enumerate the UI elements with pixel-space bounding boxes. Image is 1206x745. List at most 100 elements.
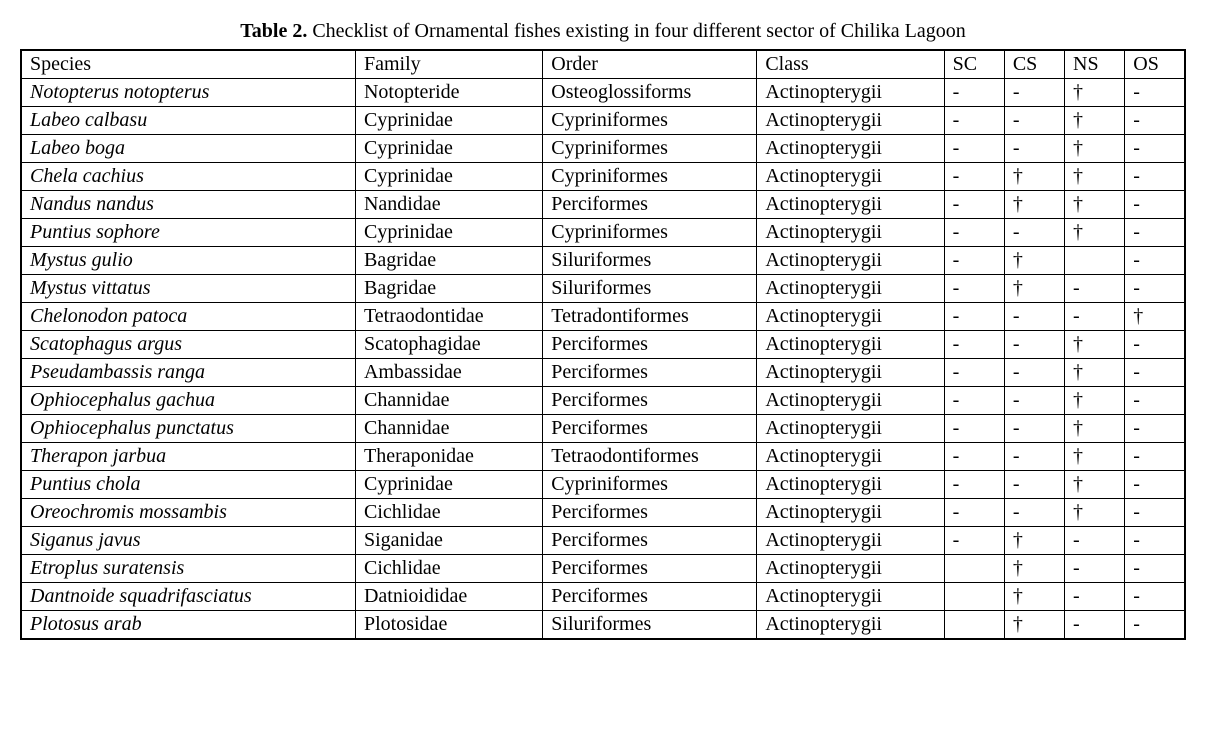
- cell-os: †: [1125, 303, 1185, 331]
- cell-os: -: [1125, 275, 1185, 303]
- cell-species: Therapon jarbua: [21, 443, 355, 471]
- cell-order: Siluriformes: [543, 275, 757, 303]
- cell-cs: -: [1004, 471, 1064, 499]
- cell-order: Perciformes: [543, 331, 757, 359]
- cell-cs: -: [1004, 387, 1064, 415]
- cell-ns: -: [1065, 583, 1125, 611]
- table-caption: Table 2. Checklist of Ornamental fishes …: [20, 20, 1186, 43]
- cell-ns: †: [1065, 163, 1125, 191]
- table-row: Therapon jarbuaTheraponidaeTetraodontifo…: [21, 443, 1185, 471]
- cell-species: Plotosus arab: [21, 611, 355, 640]
- cell-os: -: [1125, 471, 1185, 499]
- cell-order: Cypriniformes: [543, 219, 757, 247]
- cell-cs: -: [1004, 415, 1064, 443]
- cell-family: Theraponidae: [355, 443, 542, 471]
- cell-os: -: [1125, 443, 1185, 471]
- table-row: Pseudambassis rangaAmbassidaePerciformes…: [21, 359, 1185, 387]
- cell-class: Actinopterygii: [757, 275, 944, 303]
- col-class: Class: [757, 50, 944, 79]
- cell-family: Datnioididae: [355, 583, 542, 611]
- table-row: Mystus gulioBagridaeSiluriformesActinopt…: [21, 247, 1185, 275]
- cell-sc: [944, 611, 1004, 640]
- cell-os: -: [1125, 79, 1185, 107]
- cell-class: Actinopterygii: [757, 611, 944, 640]
- table-row: Chela cachiusCyprinidaeCypriniformesActi…: [21, 163, 1185, 191]
- col-cs: CS: [1004, 50, 1064, 79]
- cell-cs: -: [1004, 303, 1064, 331]
- cell-sc: -: [944, 359, 1004, 387]
- cell-species: Mystus vittatus: [21, 275, 355, 303]
- cell-sc: -: [944, 443, 1004, 471]
- cell-species: Pseudambassis ranga: [21, 359, 355, 387]
- cell-sc: -: [944, 331, 1004, 359]
- cell-class: Actinopterygii: [757, 471, 944, 499]
- cell-sc: [944, 555, 1004, 583]
- cell-ns: †: [1065, 135, 1125, 163]
- cell-order: Tetraodontiformes: [543, 443, 757, 471]
- cell-family: Tetraodontidae: [355, 303, 542, 331]
- cell-species: Chelonodon patoca: [21, 303, 355, 331]
- cell-species: Scatophagus argus: [21, 331, 355, 359]
- cell-ns: †: [1065, 107, 1125, 135]
- cell-os: -: [1125, 387, 1185, 415]
- cell-class: Actinopterygii: [757, 499, 944, 527]
- cell-cs: -: [1004, 331, 1064, 359]
- cell-sc: -: [944, 219, 1004, 247]
- cell-order: Cypriniformes: [543, 471, 757, 499]
- cell-ns: †: [1065, 219, 1125, 247]
- cell-ns: †: [1065, 415, 1125, 443]
- cell-class: Actinopterygii: [757, 359, 944, 387]
- cell-cs: †: [1004, 275, 1064, 303]
- table-row: Mystus vittatusBagridaeSiluriformesActin…: [21, 275, 1185, 303]
- cell-ns: †: [1065, 499, 1125, 527]
- cell-species: Oreochromis mossambis: [21, 499, 355, 527]
- cell-cs: -: [1004, 443, 1064, 471]
- cell-os: -: [1125, 107, 1185, 135]
- col-species: Species: [21, 50, 355, 79]
- cell-species: Dantnoide squadrifasciatus: [21, 583, 355, 611]
- cell-order: Siluriformes: [543, 247, 757, 275]
- cell-ns: †: [1065, 471, 1125, 499]
- cell-ns: -: [1065, 611, 1125, 640]
- table-row: Nandus nandusNandidaePerciformesActinopt…: [21, 191, 1185, 219]
- cell-species: Ophiocephalus punctatus: [21, 415, 355, 443]
- cell-sc: -: [944, 387, 1004, 415]
- table-header-row: Species Family Order Class SC CS NS OS: [21, 50, 1185, 79]
- table-row: Labeo calbasuCyprinidaeCypriniformesActi…: [21, 107, 1185, 135]
- cell-species: Siganus javus: [21, 527, 355, 555]
- cell-class: Actinopterygii: [757, 163, 944, 191]
- cell-class: Actinopterygii: [757, 79, 944, 107]
- cell-os: -: [1125, 527, 1185, 555]
- cell-family: Cyprinidae: [355, 471, 542, 499]
- cell-species: Labeo calbasu: [21, 107, 355, 135]
- cell-family: Cyprinidae: [355, 107, 542, 135]
- cell-class: Actinopterygii: [757, 415, 944, 443]
- cell-os: -: [1125, 499, 1185, 527]
- cell-family: Cyprinidae: [355, 163, 542, 191]
- cell-class: Actinopterygii: [757, 247, 944, 275]
- cell-cs: †: [1004, 583, 1064, 611]
- cell-class: Actinopterygii: [757, 135, 944, 163]
- table-row: Notopterus notopterusNotopterideOsteoglo…: [21, 79, 1185, 107]
- cell-class: Actinopterygii: [757, 107, 944, 135]
- cell-sc: -: [944, 107, 1004, 135]
- cell-os: -: [1125, 611, 1185, 640]
- cell-family: Cyprinidae: [355, 219, 542, 247]
- cell-species: Etroplus suratensis: [21, 555, 355, 583]
- table-row: Scatophagus argusScatophagidaePerciforme…: [21, 331, 1185, 359]
- cell-ns: -: [1065, 303, 1125, 331]
- cell-os: -: [1125, 415, 1185, 443]
- cell-class: Actinopterygii: [757, 331, 944, 359]
- cell-cs: †: [1004, 611, 1064, 640]
- cell-sc: -: [944, 527, 1004, 555]
- caption-label: Table 2.: [240, 20, 307, 42]
- cell-cs: -: [1004, 359, 1064, 387]
- cell-cs: -: [1004, 499, 1064, 527]
- cell-family: Nandidae: [355, 191, 542, 219]
- table-row: Plotosus arabPlotosidaeSiluriformesActin…: [21, 611, 1185, 640]
- cell-ns: [1065, 247, 1125, 275]
- cell-species: Labeo boga: [21, 135, 355, 163]
- table-row: Siganus javusSiganidaePerciformesActinop…: [21, 527, 1185, 555]
- cell-order: Perciformes: [543, 191, 757, 219]
- caption-text: Checklist of Ornamental fishes existing …: [307, 20, 965, 42]
